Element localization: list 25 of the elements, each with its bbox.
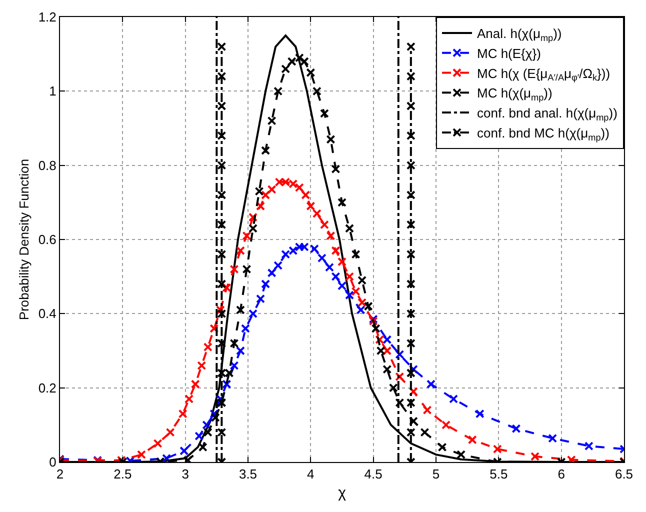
x-tick-label: 3	[182, 466, 189, 482]
x-tick-label: 5	[432, 466, 440, 482]
legend-label: MC h(χ (E{μ$_{A′/A}$μ$_{φ′}$/Ω$_{k}$}))	[477, 66, 610, 83]
x-tick-label: 4	[307, 466, 314, 482]
y-tick-label: 1	[49, 84, 56, 99]
x-tick-label: 4.5	[364, 466, 382, 482]
legend-label: MC h(χ(μ$_{mp}$))	[477, 86, 552, 102]
legend-label: conf. bnd anal. h(χ(μ$_{mp}$))	[477, 106, 618, 122]
x-tick-label: 6.5	[614, 466, 634, 482]
legend-label: Anal. h(χ(μ$_{mp}$))	[477, 26, 562, 43]
y-tick-label: 0.6	[38, 232, 56, 248]
x-tick-label: 6	[558, 466, 565, 482]
legend-label: conf. bnd MC h(χ(μ$_{mp}$))	[477, 126, 610, 142]
legend-label: MC h(E{χ})	[477, 46, 541, 61]
y-tick-label: 0.4	[38, 306, 56, 322]
x-tick-label: 2.5	[114, 466, 132, 482]
x-tick-label: 5.5	[490, 466, 508, 482]
y-tick-label: 1.2	[38, 10, 56, 25]
y-tick-label: 0	[49, 454, 56, 470]
x-tick-label: 2	[56, 466, 64, 482]
y-tick-label: 0.8	[38, 158, 56, 173]
y-axis-title: Probability Density Function	[16, 158, 32, 320]
y-tick-label: 0.2	[38, 380, 56, 396]
x-tick-label: 3.5	[238, 466, 258, 482]
x-axis-title: χ	[338, 484, 346, 502]
